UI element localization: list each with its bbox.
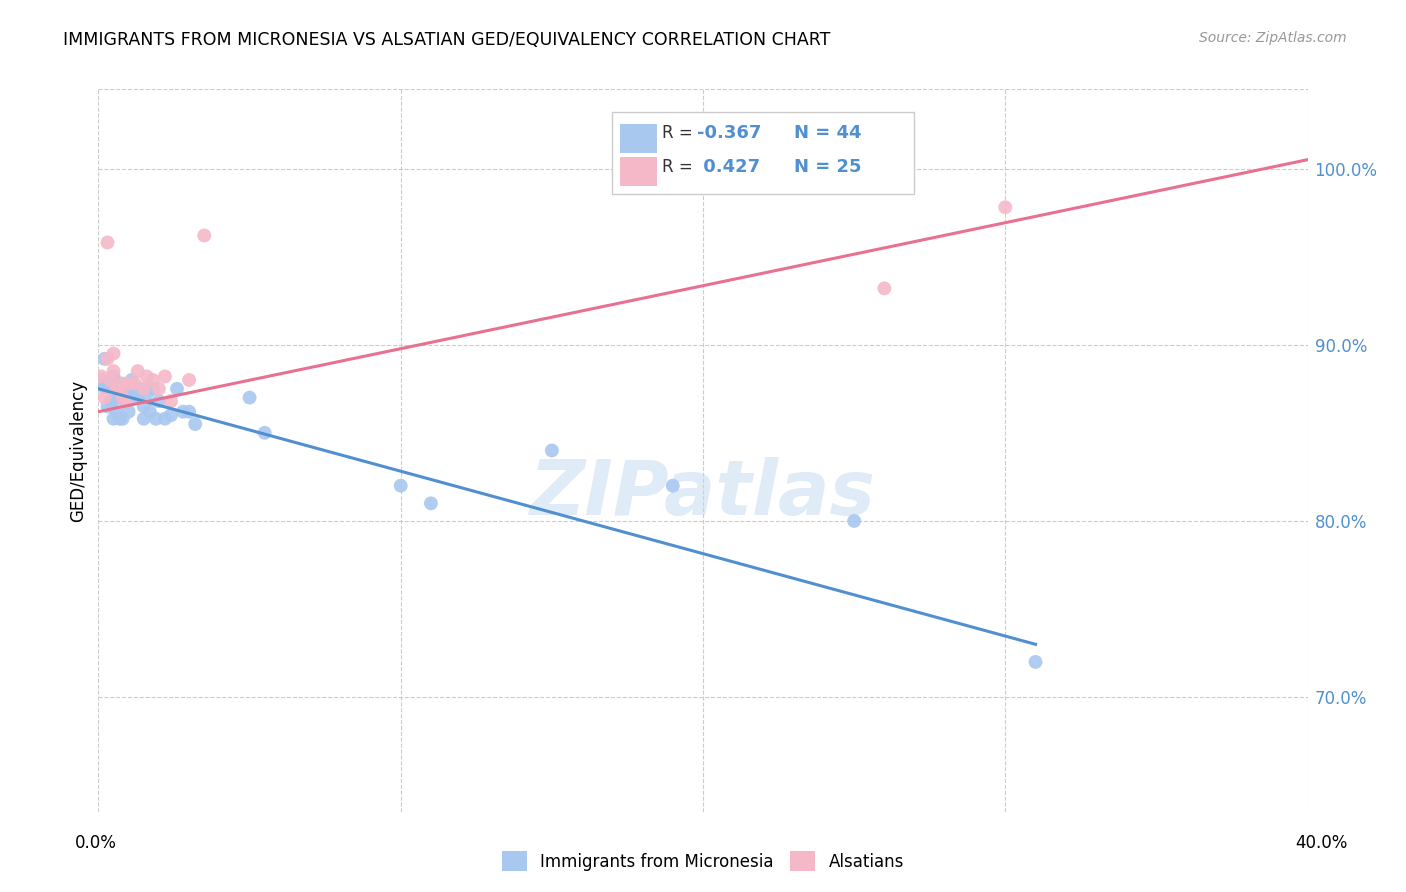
Point	[118, 382, 141, 396]
Point	[100, 373, 122, 387]
Text: Source: ZipAtlas.com: Source: ZipAtlas.com	[1199, 31, 1347, 45]
Point	[100, 394, 122, 409]
Point	[90, 369, 112, 384]
Point	[108, 411, 131, 425]
Point	[127, 364, 149, 378]
Point	[121, 373, 143, 387]
Point	[420, 496, 443, 510]
Point	[179, 405, 201, 419]
Point	[153, 411, 176, 425]
Text: N = 44: N = 44	[794, 124, 862, 142]
Point	[111, 376, 134, 391]
Point	[148, 394, 170, 409]
Point	[389, 479, 412, 493]
Point	[105, 405, 128, 419]
Point	[111, 391, 134, 405]
Point	[118, 405, 141, 419]
Point	[103, 346, 125, 360]
Point	[111, 391, 134, 405]
Point	[153, 369, 176, 384]
Text: ZIPatlas: ZIPatlas	[530, 457, 876, 531]
Point	[132, 411, 155, 425]
Point	[142, 382, 165, 396]
Point	[142, 373, 165, 387]
Point	[90, 373, 112, 387]
Point	[96, 380, 118, 394]
Point	[1024, 655, 1046, 669]
Point	[93, 391, 115, 405]
Point	[103, 411, 125, 425]
Point	[127, 391, 149, 405]
Point	[108, 382, 131, 396]
Point	[105, 382, 128, 396]
Point	[124, 387, 146, 401]
Point	[135, 369, 157, 384]
Point	[103, 394, 125, 409]
Point	[114, 394, 136, 409]
Point	[100, 373, 122, 387]
Point	[118, 376, 141, 391]
Text: 0.427: 0.427	[697, 158, 761, 176]
Point	[139, 405, 162, 419]
Point	[253, 425, 276, 440]
Text: -0.367: -0.367	[697, 124, 762, 142]
Point	[160, 408, 183, 422]
Point	[129, 382, 152, 396]
Point	[135, 387, 157, 401]
Point	[661, 479, 683, 493]
Legend: Immigrants from Micronesia, Alsatians: Immigrants from Micronesia, Alsatians	[496, 847, 910, 876]
Point	[96, 400, 118, 414]
Point	[103, 369, 125, 384]
Point	[184, 417, 207, 431]
Point	[179, 373, 201, 387]
Point	[132, 382, 155, 396]
Point	[193, 228, 215, 243]
Point	[166, 382, 188, 396]
Point	[124, 376, 146, 391]
Point	[540, 443, 562, 458]
Point	[239, 391, 262, 405]
Text: IMMIGRANTS FROM MICRONESIA VS ALSATIAN GED/EQUIVALENCY CORRELATION CHART: IMMIGRANTS FROM MICRONESIA VS ALSATIAN G…	[63, 31, 831, 49]
Point	[93, 380, 115, 394]
Text: 0.0%: 0.0%	[75, 834, 117, 852]
Point	[103, 364, 125, 378]
Point	[145, 411, 167, 425]
Y-axis label: GED/Equivalency: GED/Equivalency	[69, 379, 87, 522]
Point	[111, 411, 134, 425]
Text: R =: R =	[662, 158, 699, 176]
Point	[172, 405, 194, 419]
Text: N = 25: N = 25	[794, 158, 862, 176]
Text: 40.0%: 40.0%	[1295, 834, 1348, 852]
Point	[105, 382, 128, 396]
Point	[93, 351, 115, 366]
Point	[873, 281, 896, 295]
Point	[160, 394, 183, 409]
Text: R =: R =	[662, 124, 699, 142]
Point	[148, 382, 170, 396]
Point	[108, 376, 131, 391]
Point	[132, 400, 155, 414]
Point	[114, 394, 136, 409]
Point	[994, 200, 1017, 214]
Point	[96, 351, 118, 366]
Point	[844, 514, 866, 528]
Point	[96, 235, 118, 250]
